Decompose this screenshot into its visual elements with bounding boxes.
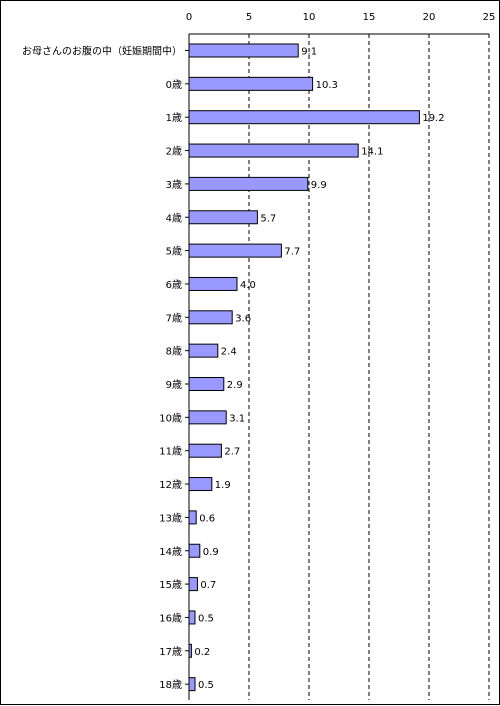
value-label: 1.9	[215, 480, 231, 491]
category-label: 18歳	[159, 679, 182, 691]
bar	[188, 176, 309, 191]
category-label: 7歳	[166, 312, 182, 324]
value-label: 9.1	[301, 47, 317, 58]
x-tick-label: 5	[246, 12, 252, 23]
value-label: 14.1	[361, 147, 383, 158]
bar	[188, 243, 282, 258]
category-label: 0歳	[166, 79, 182, 91]
category-label: 2歳	[166, 146, 182, 158]
value-label: 5.7	[260, 213, 276, 224]
value-label: 19.2	[422, 113, 444, 124]
category-label: 17歳	[159, 646, 182, 658]
category-label: 1歳	[166, 112, 182, 124]
value-label: 3.1	[229, 413, 245, 424]
bar	[188, 110, 420, 125]
category-label: お母さんのお腹の中（妊娠期間中）	[22, 45, 182, 58]
category-label: 6歳	[166, 279, 182, 291]
bar	[188, 610, 196, 625]
value-label: 7.7	[284, 247, 300, 258]
bar	[188, 443, 222, 458]
value-label: 3.6	[235, 313, 251, 324]
value-label: 0.5	[198, 680, 214, 691]
category-label: 5歳	[166, 246, 182, 258]
bar	[188, 410, 227, 425]
value-label: 9.9	[311, 180, 327, 191]
bar	[188, 643, 192, 658]
x-tick-label: 0	[186, 12, 192, 23]
bar	[188, 210, 258, 225]
category-label: 12歳	[159, 479, 182, 491]
bar	[188, 677, 196, 692]
x-tick-label: 10	[303, 12, 316, 23]
category-label: 4歳	[166, 212, 182, 224]
category-label: 9歳	[166, 379, 182, 391]
bar	[188, 377, 225, 391]
bar	[188, 143, 359, 158]
value-label: 4.0	[240, 280, 256, 291]
bar	[188, 76, 314, 91]
value-label: 2.9	[227, 380, 243, 391]
category-label: 14歳	[159, 546, 182, 558]
x-tick-label: 15	[363, 12, 376, 23]
category-label: 11歳	[159, 446, 182, 458]
bar	[188, 477, 213, 492]
value-label: 0.2	[194, 647, 210, 658]
x-tick-label: 25	[483, 12, 496, 23]
bar	[188, 276, 238, 291]
value-label: 2.4	[221, 347, 237, 358]
value-label: 2.7	[224, 447, 240, 458]
bar	[188, 510, 197, 525]
value-label: 0.7	[200, 580, 216, 591]
x-tick-label: 20	[423, 12, 436, 23]
category-label: 8歳	[166, 346, 182, 358]
bar	[188, 343, 219, 358]
bar	[188, 577, 198, 592]
category-label: 16歳	[159, 612, 182, 624]
bar	[188, 543, 201, 558]
value-label: 0.5	[198, 613, 214, 624]
bar	[188, 43, 299, 58]
category-label: 15歳	[159, 579, 182, 591]
value-label: 10.3	[316, 80, 338, 91]
category-label: 13歳	[159, 512, 182, 524]
value-label: 0.6	[199, 513, 215, 524]
category-label: 10歳	[159, 412, 182, 424]
category-label: 3歳	[166, 179, 182, 191]
value-label: 0.9	[203, 547, 219, 558]
bar	[188, 310, 233, 325]
